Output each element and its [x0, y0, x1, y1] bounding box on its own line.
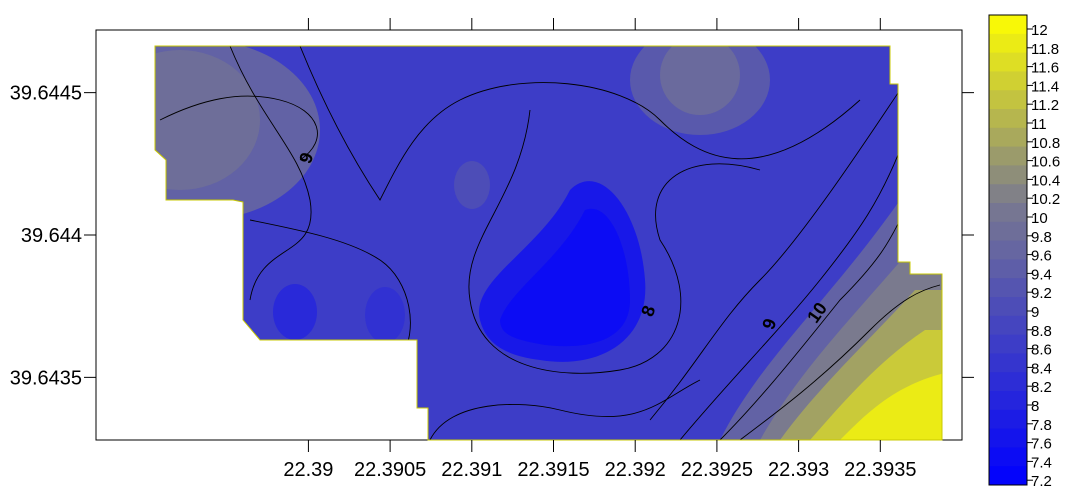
contour-line	[679, 149, 901, 440]
colorbar-label: 10.6	[1031, 154, 1060, 171]
colorbar-segment	[989, 278, 1027, 298]
colorbar-label: 10.4	[1031, 172, 1060, 189]
x-tick-label: 22.392	[605, 459, 666, 481]
colorbar-label: 12	[1031, 22, 1048, 39]
colorbar-segment	[989, 146, 1027, 166]
contour-line	[619, 163, 761, 371]
colorbar-label: 11	[1031, 116, 1047, 133]
colorbar-label: 10.8	[1031, 135, 1060, 152]
colorbar-segment	[989, 297, 1027, 317]
colorbar-segment	[989, 184, 1027, 204]
colorbar-segment	[989, 428, 1027, 448]
colorbar-segment	[989, 372, 1027, 392]
colorbar-label: 9.8	[1031, 229, 1052, 246]
colorbar-segment	[989, 391, 1027, 411]
colorbar-segment	[989, 466, 1027, 486]
colorbar-segment	[989, 165, 1027, 185]
contour-line	[299, 46, 461, 201]
colorbar-label: 7.8	[1031, 417, 1052, 434]
contour-line	[739, 284, 941, 440]
colorbar-label: 9.6	[1031, 248, 1052, 265]
colorbar-label: 8.4	[1031, 360, 1052, 377]
colorbar-label: 11.6	[1031, 60, 1059, 77]
colorbar-segment	[989, 52, 1027, 72]
contour-line	[468, 109, 621, 374]
colorbar-segment	[989, 240, 1027, 260]
y-tick-label: 39.6435	[10, 367, 82, 389]
contour-line	[649, 89, 901, 421]
colorbar-segment	[989, 203, 1027, 223]
contour-line	[459, 82, 861, 160]
colorbar-label: 7.6	[1031, 436, 1052, 453]
colorbar-segment	[989, 33, 1027, 54]
y-tick-label: 39.644	[21, 225, 82, 247]
colorbar-label: 9.4	[1031, 266, 1052, 283]
colorbar-label: 8	[1031, 398, 1039, 415]
x-tick-label: 22.393	[768, 459, 829, 481]
colorbar-label: 8.2	[1031, 379, 1052, 396]
colorbar-label: 7.2	[1031, 473, 1052, 489]
colorbar-label: 10.2	[1031, 191, 1060, 208]
colorbar-segment	[989, 109, 1027, 129]
colorbar-segment	[989, 315, 1027, 336]
colorbar-segment	[989, 71, 1027, 91]
colorbar-label: 7.4	[1031, 454, 1052, 471]
colorbar-segment	[989, 353, 1027, 373]
colorbar-label: 9.2	[1031, 285, 1052, 302]
colorbar-label: 10	[1031, 210, 1048, 227]
x-tick-label: 22.3915	[517, 459, 589, 481]
pocket-mid	[365, 287, 405, 343]
band-topleft-inner	[155, 50, 260, 190]
band-right-117	[840, 370, 942, 440]
pocket-left	[273, 284, 317, 340]
data-region-outline	[154, 45, 943, 441]
contour-line	[719, 219, 901, 440]
colorbar-segment	[989, 409, 1027, 430]
contour-line	[429, 379, 701, 440]
band-center-lowest	[500, 208, 630, 347]
colorbar-segment	[989, 15, 1027, 35]
colorbar-label: 8.8	[1031, 323, 1052, 340]
x-tick-label: 22.3905	[354, 459, 426, 481]
colorbar-label: 11.4	[1031, 78, 1059, 95]
contour-lines	[159, 46, 941, 440]
x-tick-label: 22.39	[283, 459, 333, 481]
pocket-upper	[454, 161, 490, 209]
x-tick-label: 22.391	[441, 459, 502, 481]
colorbar-label: 8.6	[1031, 342, 1052, 359]
colorbar-segment	[989, 90, 1027, 110]
colorbar-segment	[989, 127, 1027, 148]
colorbar-label: 9	[1031, 304, 1039, 321]
contour-line	[229, 46, 312, 301]
contour-line	[159, 95, 318, 161]
colorbar-segment	[989, 259, 1027, 279]
colorbar-segment	[989, 334, 1027, 354]
colorbar-segment	[989, 221, 1027, 242]
colorbar-label: 11.8	[1031, 41, 1059, 58]
x-tick-label: 22.3935	[844, 459, 916, 481]
band-topright-inner	[660, 46, 740, 115]
contour-line	[249, 219, 411, 361]
x-tick-label: 22.3925	[681, 459, 753, 481]
colorbar-label: 11.2	[1031, 97, 1059, 114]
colorbar-frame	[988, 14, 1028, 486]
y-tick-label: 39.6445	[10, 83, 82, 105]
colorbar-segment	[989, 447, 1027, 467]
